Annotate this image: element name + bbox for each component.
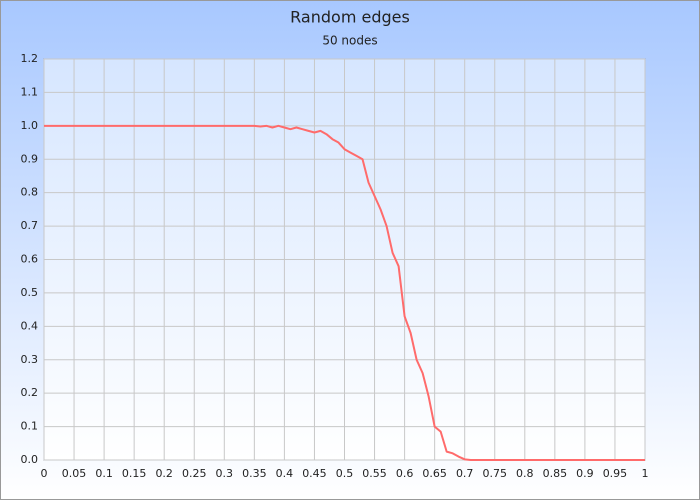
y-tick-label: 0.3: [21, 353, 39, 366]
x-tick-label: 0.75: [483, 467, 508, 480]
x-tick-label: 0.95: [603, 467, 628, 480]
y-tick-label: 0.5: [21, 286, 39, 299]
y-tick-label: 0.8: [21, 186, 39, 199]
x-tick-label: 1: [642, 467, 649, 480]
y-tick-label: 0.7: [21, 219, 39, 232]
x-tick-label: 0.8: [516, 467, 534, 480]
x-tick-label: 0.55: [362, 467, 387, 480]
x-tick-label: 0.4: [276, 467, 294, 480]
y-tick-label: 0.9: [21, 152, 39, 165]
x-tick-label: 0.1: [95, 467, 113, 480]
x-tick-label: 0.35: [242, 467, 267, 480]
chart-subtitle: 50 nodes: [322, 34, 377, 48]
x-tick-label: 0.2: [155, 467, 173, 480]
x-tick-label: 0.9: [576, 467, 594, 480]
x-tick-label: 0.85: [543, 467, 568, 480]
x-tick-label: 0.45: [302, 467, 327, 480]
y-tick-label: 0.0: [21, 453, 39, 466]
y-tick-label: 0.2: [21, 386, 39, 399]
y-tick-label: 0.1: [21, 420, 39, 433]
y-tick-label: 1.2: [21, 52, 39, 65]
x-tick-label: 0.6: [396, 467, 414, 480]
x-tick-label: 0.65: [422, 467, 447, 480]
y-tick-label: 1.0: [21, 119, 39, 132]
y-tick-label: 0.6: [21, 253, 39, 266]
x-tick-label: 0.05: [62, 467, 87, 480]
x-tick-label: 0.15: [122, 467, 147, 480]
y-tick-label: 0.4: [21, 319, 39, 332]
x-tick-label: 0.3: [216, 467, 234, 480]
x-tick-label: 0.5: [336, 467, 354, 480]
data-line: [44, 124, 645, 461]
chart-title: Random edges: [290, 8, 410, 27]
x-tick-label: 0.7: [456, 467, 474, 480]
y-tick-label: 1.1: [21, 85, 39, 98]
x-tick-label: 0: [41, 467, 48, 480]
x-tick-label: 0.25: [182, 467, 207, 480]
